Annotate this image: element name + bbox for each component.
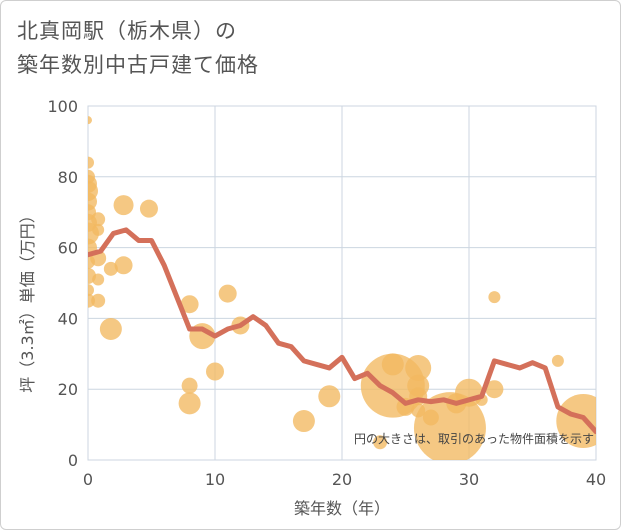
y-tick-80: 80 (58, 168, 78, 187)
x-tick-30: 30 (459, 470, 479, 489)
bubble-point-22 (114, 256, 133, 275)
bubble-point-0 (88, 116, 92, 125)
y-tick-0: 0 (68, 451, 78, 470)
bubble-point-24 (180, 295, 199, 314)
chart-title: 北真岡駅（栃木県）の 築年数別中古戸建て価格 (17, 14, 259, 82)
x-tick-20: 20 (332, 470, 352, 489)
bubble-point-28 (206, 362, 224, 381)
x-tick-labels: 0 10 20 30 40 (83, 470, 606, 489)
chart-title-line-1: 北真岡駅（栃木県）の (17, 19, 237, 43)
bubble-point-25 (181, 377, 198, 394)
bubble-point-1 (88, 156, 94, 169)
bubble-point-47 (488, 291, 501, 304)
x-tick-40: 40 (586, 470, 606, 489)
y-tick-40: 40 (58, 309, 78, 328)
bubble-point-14 (91, 212, 106, 227)
y-tick-20: 20 (58, 380, 78, 399)
bubble-point-49 (556, 394, 596, 449)
bubble-point-46 (485, 380, 504, 399)
bubble-point-15 (92, 223, 105, 236)
bubble-point-37 (405, 354, 432, 381)
bubble-point-26 (178, 392, 201, 415)
bubble-point-33 (373, 435, 388, 450)
bubble-point-29 (218, 284, 237, 303)
bubble-point-19 (99, 318, 122, 341)
y-tick-labels: 0 20 40 60 80 100 (47, 97, 78, 470)
x-tick-10: 10 (205, 470, 225, 489)
average-price-line (88, 227, 596, 435)
bubble-point-18 (91, 293, 106, 308)
bubble-point-12 (88, 284, 94, 297)
bubble-point-48 (551, 354, 564, 367)
chart-title-line-2: 築年数別中古戸建て価格 (17, 53, 259, 77)
grid (87, 105, 597, 461)
bubble-point-23 (139, 199, 158, 218)
y-axis-label: 坪（3.3㎡）単価（万円） (18, 207, 37, 392)
bubble-point-17 (92, 273, 105, 286)
bubble-size-note: 円の大きさは、取引のあった物件面積を示す (354, 431, 594, 446)
bubble-point-32 (318, 385, 341, 408)
bubble-point-31 (292, 410, 315, 433)
bubble-point-21 (113, 195, 134, 216)
y-tick-60: 60 (58, 239, 78, 258)
bubble-point-35 (381, 353, 404, 376)
bubble-point-42 (413, 392, 486, 460)
x-axis-label: 築年数（年） (294, 499, 390, 518)
average-line-series (88, 227, 596, 435)
bubble-point-20 (103, 261, 118, 276)
y-tick-100: 100 (47, 97, 78, 116)
x-tick-0: 0 (83, 470, 93, 489)
